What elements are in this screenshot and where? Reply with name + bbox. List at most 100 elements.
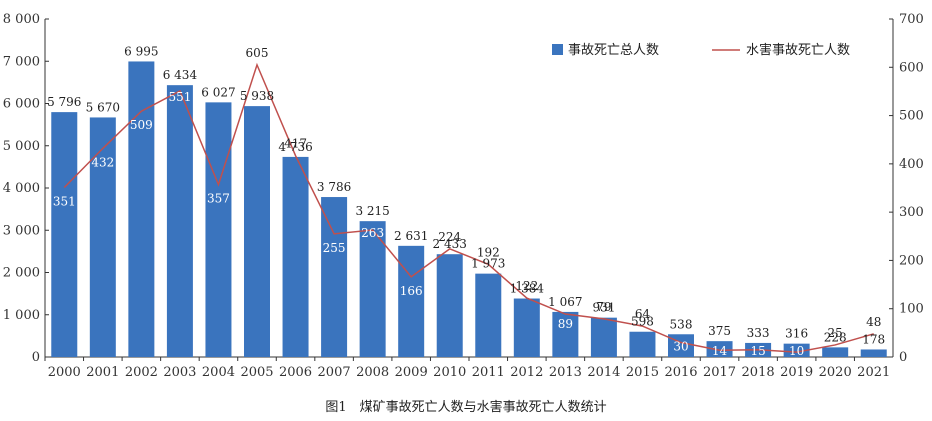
line-value-label: 30 [673, 339, 688, 353]
bar-value-label: 598 [631, 315, 654, 329]
chart-axes: 0 1 000 2 000 3 000 4 000 5 000 6 000 7 000 8 00… [3, 12, 924, 380]
left-tick-label: 2 000 [3, 266, 40, 281]
bar [706, 341, 733, 357]
right-tick-label: 100 [899, 302, 924, 317]
bar [513, 298, 540, 357]
x-tick-label: 2020 [819, 365, 852, 380]
line-value-label: 605 [246, 46, 269, 60]
x-tick-label: 2013 [549, 365, 582, 380]
x-tick-label: 2019 [780, 365, 813, 380]
bar-value-label: 3 786 [317, 180, 351, 194]
right-tick-label: 500 [899, 109, 924, 124]
x-tick-label: 2018 [742, 365, 775, 380]
bar-value-label: 931 [592, 301, 615, 315]
right-tick-label: 700 [899, 12, 924, 27]
x-tick-label: 2006 [279, 365, 312, 380]
line-value-label: 15 [750, 344, 765, 358]
bar-value-label: 6 027 [201, 85, 235, 99]
line-value-label: 417 [284, 137, 307, 151]
line-value-label: 89 [558, 317, 573, 331]
line-value-label: 224 [438, 230, 461, 244]
bar-value-label: 2 631 [394, 229, 428, 243]
bar [89, 117, 116, 357]
line-value-label: 192 [477, 245, 500, 259]
bar [436, 254, 463, 357]
line-value-label: 64 [635, 307, 651, 321]
left-tick-label: 3 000 [3, 223, 40, 238]
line-value-label: 509 [130, 118, 153, 132]
bar-value-label: 375 [708, 324, 731, 338]
bar-value-label: 4 736 [278, 140, 312, 154]
bar [822, 347, 849, 357]
line-value-label: 122 [515, 279, 538, 293]
right-tick-label: 300 [899, 205, 924, 220]
line-value-label: 166 [400, 284, 423, 298]
x-tick-label: 2005 [240, 365, 273, 380]
x-tick-label: 2009 [395, 365, 428, 380]
bar-value-label: 1 384 [510, 282, 545, 296]
bar-value-label: 538 [670, 317, 693, 331]
bar-value-label: 5 796 [47, 95, 81, 109]
x-tick-label: 2003 [163, 365, 196, 380]
bar-value-label: 5 670 [86, 100, 120, 114]
bar-value-label: 1 973 [471, 257, 505, 271]
bar [282, 156, 309, 357]
line-value-label: 432 [91, 155, 114, 169]
bar [359, 221, 386, 357]
left-tick-label: 6 000 [3, 97, 40, 112]
right-tick-label: 400 [899, 157, 924, 172]
figure-caption: 图1 煤矿事故死亡人数与水害事故死亡人数统计 [325, 400, 607, 415]
left-tick-label: 8 000 [3, 12, 40, 27]
x-tick-label: 2010 [433, 365, 466, 380]
bar-value-label: 5 938 [240, 89, 274, 103]
line-value-label: 14 [712, 344, 728, 358]
x-tick-label: 2002 [125, 365, 158, 380]
legend-bar-label: 事故死亡总人数 [568, 43, 659, 58]
x-tick-label: 2000 [48, 365, 81, 380]
legend: 事故死亡总人数 水害事故死亡人数 [552, 42, 850, 58]
x-tick-label: 2017 [703, 365, 736, 380]
x-tick-label: 2011 [472, 365, 505, 380]
left-tick-label: 0 [32, 350, 40, 365]
left-tick-label: 7 000 [3, 54, 40, 69]
bar-value-label: 316 [785, 327, 808, 341]
bar-value-label: 333 [747, 326, 770, 340]
legend-line-label: 水害事故死亡人数 [746, 42, 850, 58]
bar-value-label: 1 067 [548, 295, 582, 309]
right-tick-label: 0 [899, 350, 907, 365]
bar [398, 245, 425, 357]
bar [205, 102, 232, 357]
line-value-label: 551 [168, 90, 191, 104]
legend-bar-swatch [552, 44, 563, 55]
x-tick-label: 2016 [664, 365, 697, 380]
bar [321, 197, 348, 357]
bar-value-label: 178 [862, 332, 885, 346]
bar [475, 273, 502, 357]
bar [860, 349, 887, 357]
bar [629, 331, 656, 357]
x-tick-label: 2008 [356, 365, 389, 380]
line-value-label: 79 [596, 300, 611, 314]
bar-value-label: 2 433 [433, 237, 467, 251]
line-series [63, 62, 874, 353]
bar-value-label: 6 434 [163, 68, 198, 82]
x-tick-label: 2014 [587, 365, 620, 380]
right-tick-label: 600 [899, 60, 924, 75]
bar-value-label: 3 215 [355, 204, 389, 218]
line-value-label: 255 [323, 241, 346, 255]
bar-series [51, 61, 887, 358]
x-tick-label: 2012 [510, 365, 543, 380]
left-tick-label: 4 000 [3, 181, 40, 196]
line-value-label: 25 [828, 326, 843, 340]
x-tick-label: 2021 [857, 365, 890, 380]
x-tick-label: 2007 [318, 365, 351, 380]
line-path [63, 62, 874, 353]
bar [51, 112, 78, 357]
right-tick-label: 200 [899, 253, 924, 268]
left-tick-label: 5 000 [3, 139, 40, 154]
combo-chart: 0 1 000 2 000 3 000 4 000 5 000 6 000 7 000 8 00… [3, 12, 924, 380]
bar-value-label: 228 [824, 330, 847, 344]
line-value-label: 10 [789, 344, 804, 358]
x-tick-label: 2004 [202, 365, 235, 380]
